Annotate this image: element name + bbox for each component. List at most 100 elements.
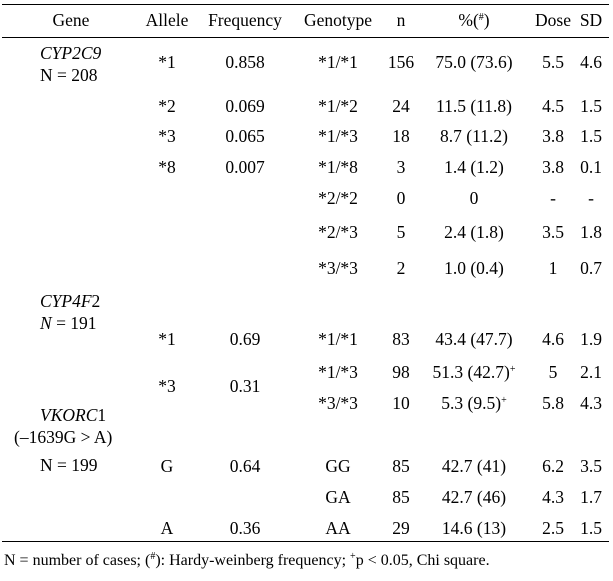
- percent-cell: 5.3 (9.5)+: [441, 393, 507, 413]
- dose-cell: -: [550, 188, 556, 208]
- n-cell: 85: [392, 456, 410, 476]
- percent-cell: 42.7 (41): [441, 456, 507, 476]
- gene-cyp4f2: CYP4F2: [40, 291, 101, 311]
- percent-cell: 2.4 (1.8): [444, 222, 504, 242]
- dose-cell: 1: [548, 258, 558, 278]
- n-cell: 24: [392, 96, 410, 116]
- frequency-cell: 0.069: [225, 96, 265, 116]
- gene-vkorc1-n: N = 199: [40, 455, 98, 475]
- gene-cyp2c9: CYP2C9: [40, 43, 102, 63]
- percent-cell: 1.4 (1.2): [444, 157, 504, 177]
- genotype-cell: *1/*8: [318, 157, 358, 177]
- percent-cell: 42.7 (46): [441, 487, 507, 507]
- n-cell: 29: [392, 518, 410, 538]
- allele-cell: *2: [158, 96, 176, 116]
- allele-cell: *3: [158, 126, 176, 146]
- percent-cell: 14.6 (13): [441, 518, 507, 538]
- genotype-cell: *2/*3: [318, 222, 358, 242]
- header-gene: Gene: [52, 10, 90, 30]
- gene-cyp4f2-n: N = 191: [40, 313, 97, 333]
- gene-vkorc1: VKORC1: [40, 405, 107, 425]
- sd-cell: 1.5: [580, 96, 602, 116]
- header-sd: SD: [579, 10, 603, 30]
- header-rule: [2, 37, 609, 38]
- percent-cell: 1.0 (0.4): [444, 258, 504, 278]
- frequency-cell: 0.065: [225, 126, 265, 146]
- sd-cell: 4.3: [580, 393, 602, 413]
- allele-cell: *8: [158, 157, 176, 177]
- dose-cell: 3.8: [542, 126, 564, 146]
- genotype-cell: GA: [325, 487, 351, 507]
- dose-cell: 4.3: [542, 487, 564, 507]
- allele-cell: *1: [158, 329, 176, 349]
- frequency-cell: 0.007: [225, 157, 265, 177]
- dose-cell: 2.5: [542, 518, 564, 538]
- percent-cell: 51.3 (42.7)+: [432, 362, 516, 382]
- n-cell: 5: [396, 222, 406, 242]
- header-dose: Dose: [535, 10, 571, 30]
- dose-cell: 5: [548, 362, 558, 382]
- percent-cell: 11.5 (11.8): [436, 96, 512, 116]
- n-cell: 18: [392, 126, 410, 146]
- sd-cell: 3.5: [580, 456, 602, 476]
- allele-cell: *1: [158, 52, 176, 72]
- genotype-cell: *2/*2: [318, 188, 358, 208]
- dose-cell: 3.8: [542, 157, 564, 177]
- sd-cell: 2.1: [580, 362, 602, 382]
- allele-cell: G: [160, 456, 174, 476]
- dose-cell: 6.2: [542, 456, 564, 476]
- header-frequency: Frequency: [208, 10, 282, 30]
- dose-cell: 4.5: [542, 96, 564, 116]
- bottom-rule: [2, 541, 609, 542]
- header-n: n: [396, 10, 406, 30]
- n-cell: 98: [392, 362, 410, 382]
- genotype-cell: GG: [325, 456, 351, 476]
- n-cell: 83: [392, 329, 410, 349]
- genotype-cell: *1/*1: [318, 329, 358, 349]
- gene-cyp2c9-n: N = 208: [40, 65, 98, 85]
- sd-cell: 1.8: [580, 222, 602, 242]
- genotype-cell: *1/*3: [318, 126, 358, 146]
- genotype-cell: *1/*3: [318, 362, 358, 382]
- dose-cell: 5.8: [542, 393, 564, 413]
- n-cell: 156: [387, 52, 415, 72]
- n-cell: 3: [396, 157, 406, 177]
- percent-cell: 75.0 (73.6): [435, 52, 513, 72]
- genotype-cell: *3/*3: [318, 393, 358, 413]
- frequency-cell: 0.36: [229, 518, 261, 538]
- sd-cell: 4.6: [580, 52, 602, 72]
- frequency-cell: 0.31: [229, 376, 261, 396]
- n-cell: 2: [396, 258, 406, 278]
- sd-cell: -: [588, 188, 594, 208]
- dose-cell: 3.5: [542, 222, 564, 242]
- sd-cell: 1.7: [580, 487, 602, 507]
- genotype-cell: *3/*3: [318, 258, 358, 278]
- percent-cell: 8.7 (11.2): [440, 126, 508, 146]
- allele-cell: A: [160, 518, 174, 538]
- n-cell: 0: [396, 188, 406, 208]
- dose-cell: 4.6: [542, 329, 564, 349]
- table-footnote: N = number of cases; (#): Hardy-weinberg…: [4, 551, 490, 570]
- frequency-cell: 0.69: [229, 329, 261, 349]
- genotype-cell: *1/*1: [318, 52, 358, 72]
- n-cell: 10: [392, 393, 410, 413]
- sd-cell: 0.1: [580, 157, 602, 177]
- sd-cell: 0.7: [580, 258, 602, 278]
- frequency-cell: 0.858: [225, 52, 265, 72]
- header-percent: %(#): [458, 10, 490, 30]
- frequency-cell: 0.64: [229, 456, 261, 476]
- gene-vkorc1-variant: (–1639G > A): [14, 427, 113, 447]
- sd-cell: 1.5: [580, 518, 602, 538]
- percent-cell: 0: [469, 188, 479, 208]
- sd-cell: 1.5: [580, 126, 602, 146]
- percent-cell: 43.4 (47.7): [435, 329, 513, 349]
- allele-cell: *3: [158, 376, 176, 396]
- header-genotype: Genotype: [303, 10, 373, 30]
- n-cell: 85: [392, 487, 410, 507]
- genotype-cell: AA: [325, 518, 351, 538]
- header-allele: Allele: [145, 10, 189, 30]
- genotype-cell: *1/*2: [318, 96, 358, 116]
- dose-cell: 5.5: [542, 52, 564, 72]
- top-rule: [2, 4, 609, 5]
- sd-cell: 1.9: [580, 329, 602, 349]
